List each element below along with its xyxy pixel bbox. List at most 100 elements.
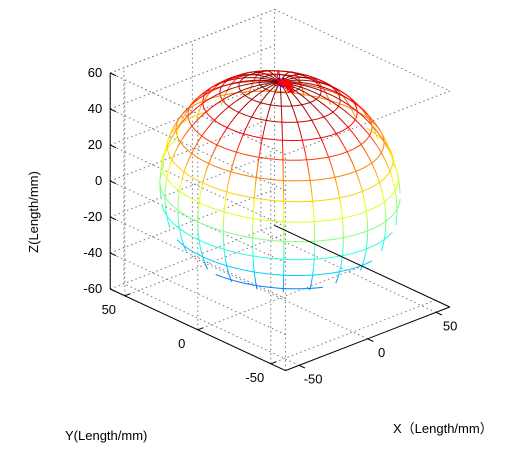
mesh-segment [313, 96, 317, 100]
mesh-segment [274, 75, 277, 78]
mesh-segment [296, 75, 299, 77]
mesh-segment [293, 83, 298, 85]
mesh-segment [264, 94, 268, 97]
mesh-segment [237, 145, 240, 150]
mesh-segment [300, 86, 304, 89]
mesh-segment [345, 99, 348, 103]
mesh-segment [316, 109, 320, 113]
mesh-segment [222, 96, 225, 100]
mesh-segment [249, 99, 253, 102]
mesh-segment [304, 153, 307, 157]
mesh-segment [377, 178, 380, 183]
mesh-segment [381, 148, 384, 152]
mesh-segment [181, 240, 184, 244]
mesh-segment [378, 203, 382, 206]
mesh-segment [335, 197, 340, 200]
mesh-segment [204, 96, 208, 99]
mesh-segment [349, 124, 352, 127]
mesh-segment [386, 146, 390, 151]
z-tick-mark [109, 108, 117, 113]
mesh-segment [200, 111, 205, 114]
mesh-segment [340, 130, 343, 133]
mesh-segment [181, 111, 185, 115]
mesh-segment [258, 118, 262, 120]
mesh-segment [344, 97, 347, 101]
mesh-segment [336, 278, 338, 282]
mesh-segment [254, 271, 260, 274]
mesh-segment [299, 102, 303, 106]
mesh-segment [237, 91, 242, 94]
mesh-segment [339, 99, 344, 102]
mesh-segment [226, 278, 232, 281]
mesh-segment [171, 184, 175, 188]
mesh-segment [345, 173, 350, 176]
mesh-segment [312, 76, 316, 79]
mesh-segment [293, 84, 298, 87]
mesh-segment [240, 132, 244, 135]
axes-box-front [109, 72, 451, 372]
mesh-segment [176, 118, 180, 122]
mesh-segment [369, 117, 373, 121]
mesh-segment [174, 186, 178, 190]
mesh-segment [370, 120, 374, 123]
mesh-segment [219, 99, 223, 103]
mesh-segment [256, 117, 259, 120]
mesh-segment [349, 97, 353, 100]
mesh-segment [238, 173, 244, 176]
mesh-segment [214, 84, 218, 87]
mesh-segment [387, 146, 390, 150]
mesh-segment [203, 259, 205, 263]
mesh-segment [172, 205, 176, 209]
mesh-segment [389, 152, 392, 156]
mesh-segment [180, 181, 182, 185]
mesh-segment [243, 88, 248, 91]
mesh-segment [298, 88, 302, 91]
mesh-segment [247, 97, 250, 99]
mesh-segment [380, 247, 383, 251]
mesh-segment [307, 77, 311, 80]
mesh-segment [262, 75, 265, 78]
mesh-segment [216, 144, 221, 147]
z-tick-mark [109, 216, 117, 221]
mesh-segment [228, 85, 231, 88]
mesh-segment [295, 87, 299, 90]
mesh-segment [197, 112, 200, 115]
mesh-segment [297, 77, 300, 79]
mesh-segment [383, 198, 385, 203]
mesh-segment [307, 114, 311, 118]
mesh-segment [215, 86, 219, 89]
mesh-segment [234, 172, 240, 175]
mesh-segment [286, 94, 289, 97]
mesh-segment [276, 86, 279, 89]
mesh-segment [221, 133, 225, 137]
mesh-segment [289, 75, 292, 77]
mesh-segment [352, 170, 357, 173]
mesh-segment [231, 108, 234, 111]
mesh-segment [265, 138, 270, 140]
mesh-segment [249, 196, 255, 199]
mesh-segment [198, 109, 201, 113]
mesh-segment [213, 94, 218, 97]
mesh-segment [187, 128, 191, 132]
mesh-segment [183, 168, 186, 173]
mesh-segment [345, 102, 350, 106]
mesh-segment [379, 182, 381, 186]
mesh-segment [261, 134, 264, 139]
mesh-segment [375, 143, 379, 148]
mesh-segment [199, 192, 202, 197]
mesh-segment [256, 93, 260, 97]
mesh-segment [215, 121, 219, 124]
mesh-segment [321, 199, 327, 201]
mesh-segment [343, 92, 346, 95]
mesh-segment [234, 110, 238, 112]
mesh-segment [232, 150, 237, 153]
mesh-segment [339, 201, 342, 205]
mesh-segment [380, 188, 383, 193]
mesh-segment [247, 91, 251, 95]
mesh-segment [381, 178, 385, 181]
mesh-segment [236, 81, 241, 83]
mesh-segment [263, 257, 269, 259]
mesh-segment [258, 218, 264, 221]
mesh-segment [199, 107, 202, 110]
